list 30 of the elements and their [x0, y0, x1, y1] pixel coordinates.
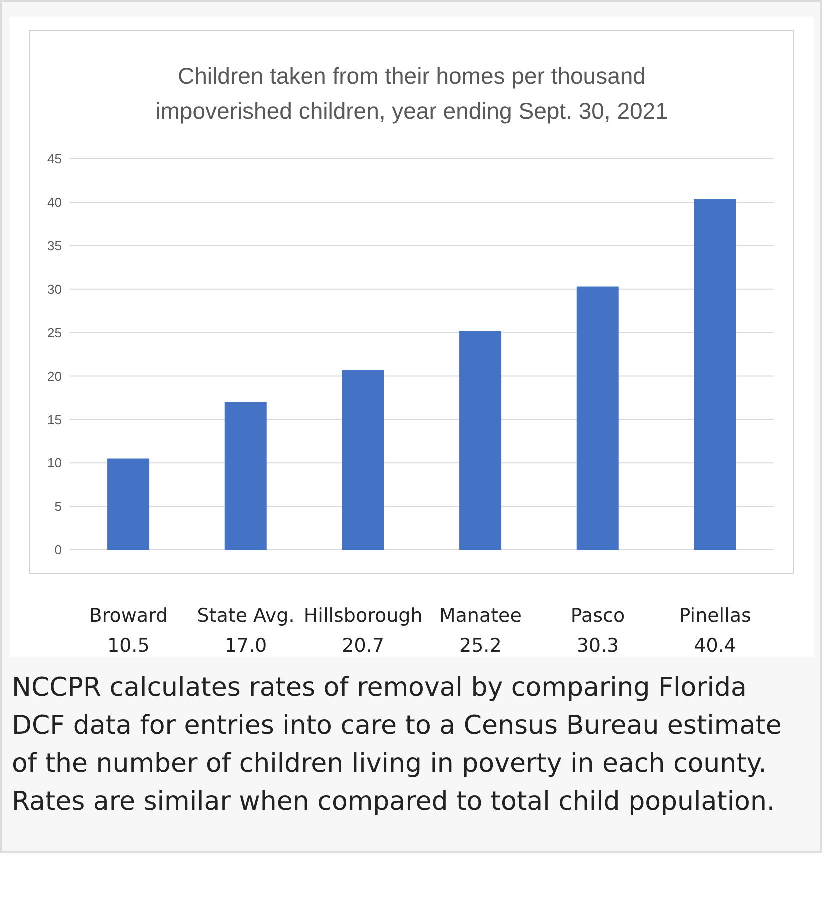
bar [108, 458, 150, 550]
data-label: 40.4 [694, 635, 736, 657]
data-label: 20.7 [342, 635, 384, 657]
y-tick-label: 10 [48, 456, 62, 471]
y-tick-label: 15 [48, 412, 62, 428]
data-label: 25.2 [460, 635, 502, 657]
data-label: 17.0 [224, 635, 268, 657]
chart-title: Children taken from their homes per thousand impoverished children, year ending Sept. 30, 2021 [154, 62, 670, 126]
x-tick-label: Manatee [439, 605, 522, 627]
y-tick-label: 0 [54, 542, 62, 558]
y-tick-label: 35 [48, 238, 62, 254]
y-tick-label: 5 [54, 499, 62, 514]
x-tick-label: Hillsborough [304, 605, 423, 627]
data-label: 10.5 [108, 635, 150, 657]
text: NCCPR calculates rates of removal by comparing Florida DCF data for entries into care to a Census Bureau estimate of the number of children living in poverty in each county. Rates are similar when compared to total child population. [12, 672, 783, 819]
bar [694, 198, 736, 550]
bar [460, 331, 502, 550]
y-tick-label: 40 [48, 195, 62, 210]
y-tick-label: 20 [48, 368, 62, 384]
y-tick-label: 45 [48, 152, 62, 167]
bar [576, 286, 619, 550]
y-tick-label: 30 [48, 282, 62, 297]
data-label: 30.3 [576, 635, 620, 657]
x-tick-label: Pasco [570, 605, 626, 627]
bar [342, 370, 384, 550]
bar [224, 402, 267, 550]
x-tick-label: Pinellas [679, 605, 752, 627]
y-tick-label: 25 [48, 325, 62, 340]
x-tick-label: State Avg. [197, 605, 295, 627]
x-tick-label: Broward [89, 605, 168, 627]
